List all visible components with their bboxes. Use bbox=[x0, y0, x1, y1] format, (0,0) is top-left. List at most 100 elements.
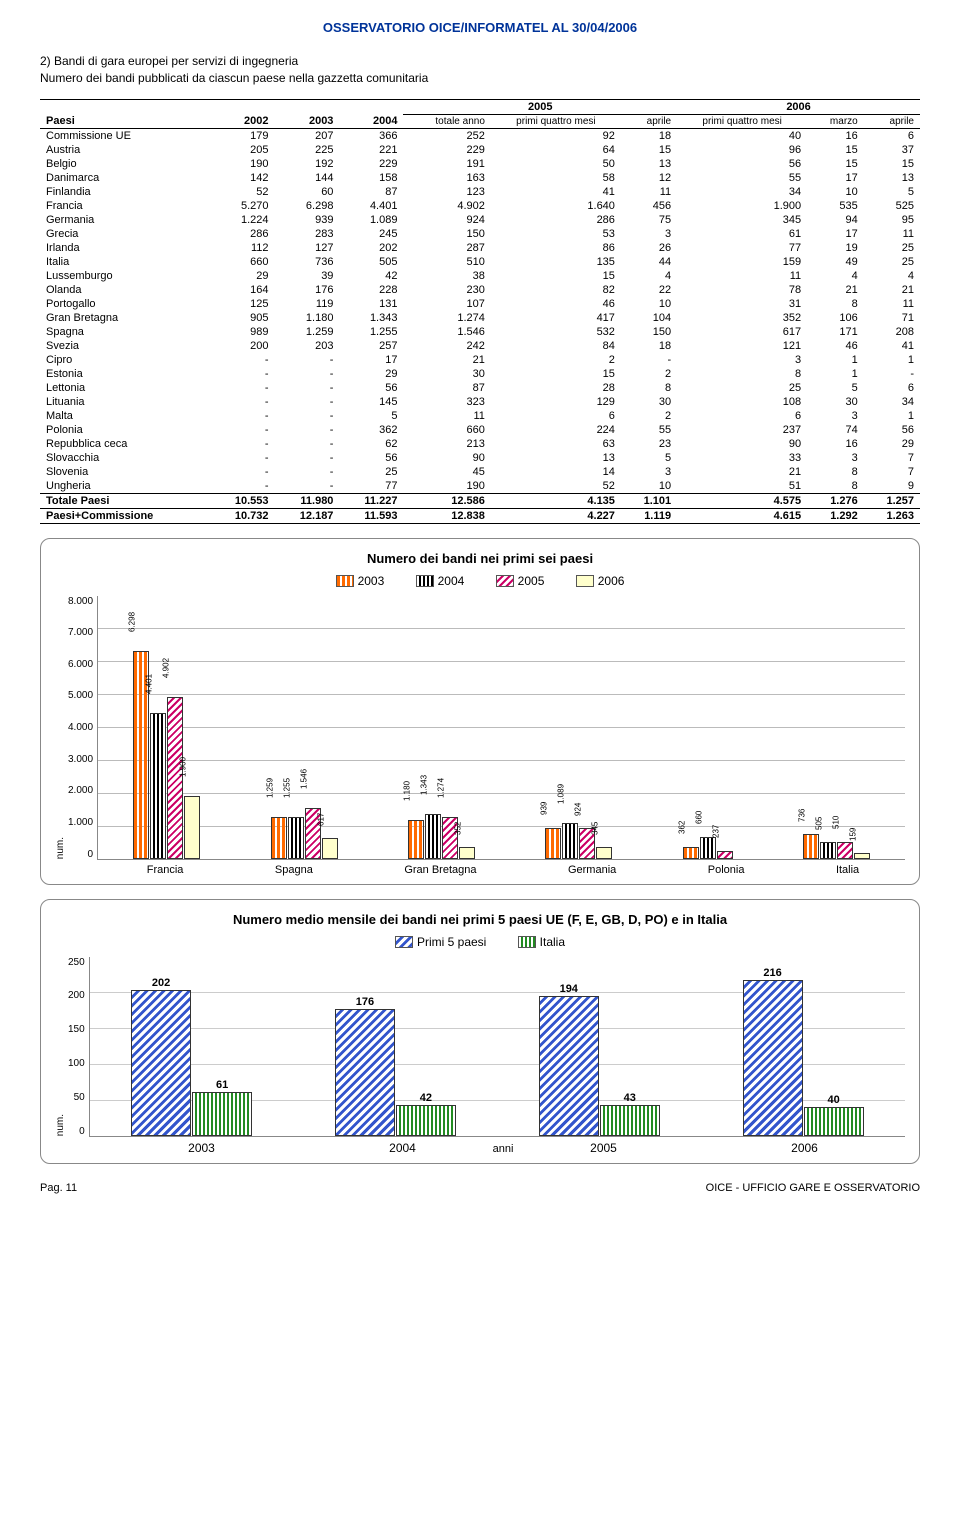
cell: 25 bbox=[339, 465, 403, 479]
cell: 1 bbox=[807, 367, 864, 381]
bar: 352 bbox=[459, 847, 475, 859]
bar-label: 6.298 bbox=[128, 612, 137, 632]
row-label: Belgio bbox=[40, 157, 210, 171]
col-pqm2: primi quattro mesi bbox=[677, 114, 807, 128]
cell: 150 bbox=[403, 227, 490, 241]
cell: 31 bbox=[677, 297, 807, 311]
table-total-row: Paesi+Commissione10.73212.18711.59312.83… bbox=[40, 508, 920, 523]
cell: 203 bbox=[275, 339, 340, 353]
cell: 4 bbox=[621, 269, 677, 283]
cell: 179 bbox=[210, 128, 275, 143]
cell: 55 bbox=[677, 171, 807, 185]
xtick: Gran Bretagna bbox=[404, 864, 476, 876]
cell: 510 bbox=[403, 255, 490, 269]
cell: 78 bbox=[677, 283, 807, 297]
cell: 245 bbox=[339, 227, 403, 241]
row-label: Lituania bbox=[40, 395, 210, 409]
bar: 736 bbox=[803, 834, 819, 858]
col-totale-anno: totale anno bbox=[403, 114, 490, 128]
table-row: Slovacchia--56901353337 bbox=[40, 451, 920, 465]
bar-group: 736505510159 bbox=[803, 834, 870, 858]
cell: 92 bbox=[491, 128, 621, 143]
cell: 11 bbox=[864, 297, 920, 311]
cell: 21 bbox=[403, 353, 490, 367]
cell: 29 bbox=[339, 367, 403, 381]
row-label: Cipro bbox=[40, 353, 210, 367]
row-label: Italia bbox=[40, 255, 210, 269]
cell: 532 bbox=[491, 325, 621, 339]
bar: 42 bbox=[396, 1105, 456, 1135]
table-row: Portogallo125119131107461031811 bbox=[40, 297, 920, 311]
xtick: Polonia bbox=[708, 864, 745, 876]
xtick: Spagna bbox=[275, 864, 313, 876]
cell: 208 bbox=[864, 325, 920, 339]
cell: 905 bbox=[210, 311, 275, 325]
cell: 456 bbox=[621, 199, 677, 213]
cell: 1.343 bbox=[339, 311, 403, 325]
chart2-legend: Primi 5 paesi Italia bbox=[55, 935, 905, 951]
cell: 1.089 bbox=[339, 213, 403, 227]
legend-swatch-italia bbox=[518, 936, 536, 948]
cell: 90 bbox=[403, 451, 490, 465]
row-label: Commissione UE bbox=[40, 128, 210, 143]
cell: 61 bbox=[677, 227, 807, 241]
row-label: Slovenia bbox=[40, 465, 210, 479]
bar-label: 40 bbox=[827, 1094, 839, 1106]
cell: 16 bbox=[807, 437, 864, 451]
cell: 58 bbox=[491, 171, 621, 185]
cell: - bbox=[621, 353, 677, 367]
cell: 11 bbox=[864, 227, 920, 241]
cell: 145 bbox=[339, 395, 403, 409]
bar-label: 924 bbox=[574, 802, 583, 815]
row-label: Slovacchia bbox=[40, 451, 210, 465]
cell: 60 bbox=[275, 185, 340, 199]
footer-right: OICE - UFFICIO GARE E OSSERVATORIO bbox=[706, 1182, 920, 1194]
bar-label: 1.274 bbox=[436, 778, 445, 798]
cell: 213 bbox=[403, 437, 490, 451]
cell: 8 bbox=[807, 465, 864, 479]
bar-label: 176 bbox=[356, 996, 374, 1008]
cell: 228 bbox=[339, 283, 403, 297]
cell: 1 bbox=[864, 409, 920, 423]
bar-label: 1.343 bbox=[419, 775, 428, 795]
col-pqm1: primi quattro mesi bbox=[491, 114, 621, 128]
cell: 190 bbox=[210, 157, 275, 171]
cell: - bbox=[210, 381, 275, 395]
intro-line2: Numero dei bandi pubblicati da ciascun p… bbox=[40, 70, 920, 87]
cell: 9 bbox=[864, 479, 920, 494]
bar-group: 19443 bbox=[539, 996, 660, 1136]
cell: 28 bbox=[491, 381, 621, 395]
chart1-ylabel: num. bbox=[55, 835, 66, 859]
table-row: Gran Bretagna9051.1801.3431.274417104352… bbox=[40, 311, 920, 325]
table-row: Grecia286283245150533611711 bbox=[40, 227, 920, 241]
cell: 19 bbox=[807, 241, 864, 255]
row-label: Paesi+Commissione bbox=[40, 508, 210, 523]
cell: 75 bbox=[621, 213, 677, 227]
bar: 660 bbox=[700, 837, 716, 859]
col-2006: 2006 bbox=[677, 99, 920, 114]
cell: 25 bbox=[864, 255, 920, 269]
cell: 142 bbox=[210, 171, 275, 185]
cell: 56 bbox=[339, 381, 403, 395]
intro-line1: 2) Bandi di gara europei per servizi di … bbox=[40, 53, 920, 70]
cell: 10.553 bbox=[210, 493, 275, 508]
bar-label: 159 bbox=[848, 828, 857, 841]
xtick: Italia bbox=[836, 864, 859, 876]
bar: 1.180 bbox=[408, 820, 424, 859]
cell: - bbox=[275, 409, 340, 423]
cell: 52 bbox=[491, 479, 621, 494]
cell: - bbox=[210, 465, 275, 479]
cell: 205 bbox=[210, 143, 275, 157]
cell: 23 bbox=[621, 437, 677, 451]
cell: 21 bbox=[807, 283, 864, 297]
chart1-legend: 2003 2004 2005 2006 bbox=[55, 574, 905, 590]
cell: 38 bbox=[403, 269, 490, 283]
cell: 5 bbox=[864, 185, 920, 199]
cell: 14 bbox=[491, 465, 621, 479]
cell: - bbox=[864, 367, 920, 381]
cell: - bbox=[275, 423, 340, 437]
cell: 207 bbox=[275, 128, 340, 143]
cell: 95 bbox=[864, 213, 920, 227]
bar-label: 510 bbox=[831, 816, 840, 829]
cell: 11 bbox=[403, 409, 490, 423]
